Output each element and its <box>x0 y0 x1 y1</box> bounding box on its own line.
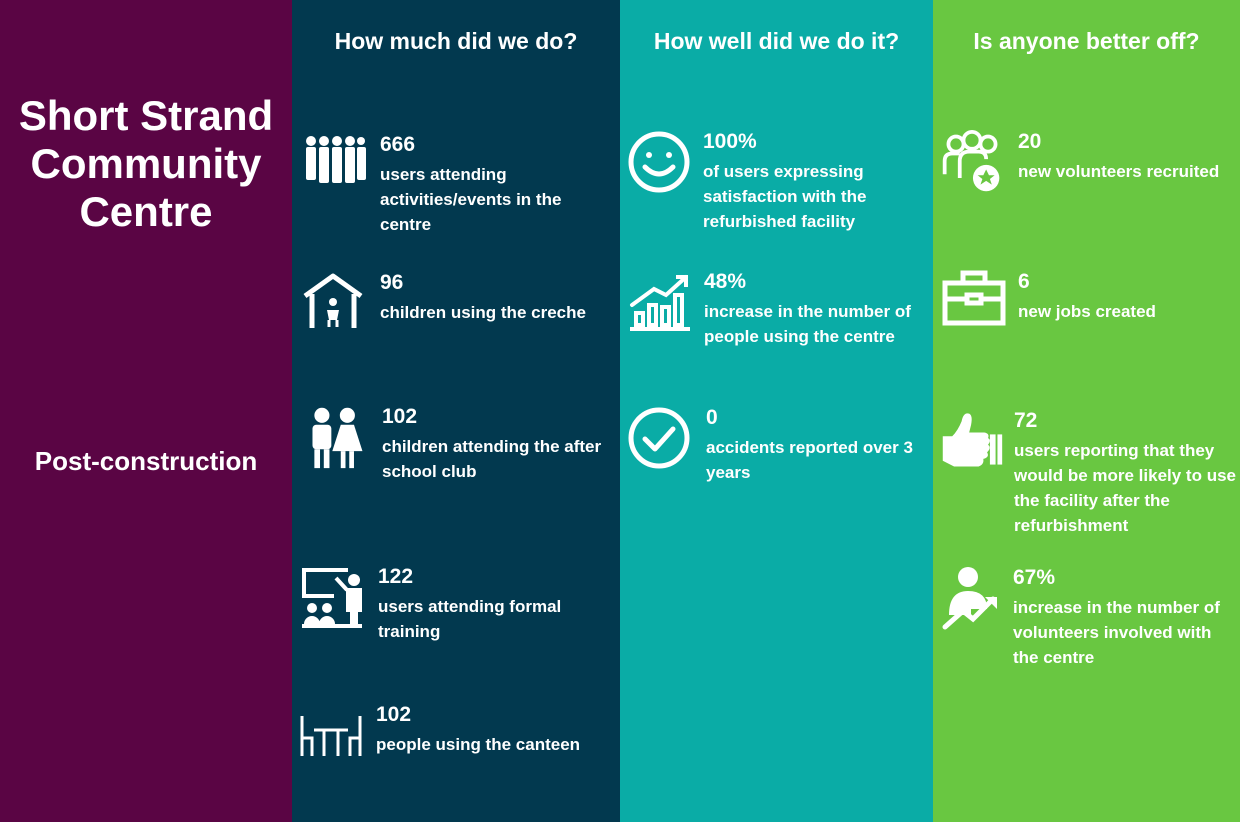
check-circle-icon <box>626 405 692 471</box>
metric-text: 102 people using the canteen <box>376 702 612 757</box>
person-growth-icon <box>941 565 1007 631</box>
column-header: How well did we do it? <box>653 28 900 54</box>
volunteers-star-icon <box>939 129 1005 195</box>
organisation-title: Short Strand Community Centre <box>0 92 292 236</box>
metric-value: 6 <box>1018 270 1030 293</box>
metric-text: 48% increase in the number of people usi… <box>704 269 929 349</box>
metric-text: 666 users attending activities/events in… <box>380 132 616 237</box>
metric-description: new jobs created <box>1018 302 1156 321</box>
children-icon <box>304 404 370 470</box>
metric-text: 20 new volunteers recruited <box>1018 129 1240 184</box>
thumbs-up-icon <box>939 408 1005 474</box>
metric-description: accidents reported over 3 years <box>706 438 913 482</box>
metric-description: new volunteers recruited <box>1018 162 1220 181</box>
metric-value: 122 <box>378 565 414 588</box>
metric-value: 67% <box>1013 566 1056 589</box>
metric-value: 20 <box>1018 130 1042 153</box>
briefcase-icon <box>941 269 1007 335</box>
phase-label: Post-construction <box>34 446 258 476</box>
creche-house-icon <box>302 270 368 336</box>
metric-text: 6 new jobs created <box>1018 269 1240 324</box>
metric-text: 100% of users expressing satisfaction wi… <box>703 129 925 234</box>
metric-value: 100% <box>703 130 757 153</box>
growth-chart-icon <box>628 269 694 335</box>
metric-description: increase in the number of people using t… <box>704 302 911 346</box>
left-panel: Short Strand Community Centre Post-const… <box>0 0 292 822</box>
metric-value: 102 <box>382 405 418 428</box>
metric-text: 67% increase in the number of volunteers… <box>1013 565 1240 670</box>
metric-description: children attending the after school club <box>382 437 602 481</box>
canteen-table-icon <box>298 702 364 768</box>
metric-text: 72 users reporting that they would be mo… <box>1014 408 1240 538</box>
metric-description: children using the creche <box>380 303 586 322</box>
metric-text: 102 children attending the after school … <box>382 404 618 484</box>
metric-text: 122 users attending formal training <box>378 564 614 644</box>
metric-value: 48% <box>704 270 747 293</box>
column-header: Is anyone better off? <box>973 28 1200 54</box>
metric-value: 72 <box>1014 409 1038 432</box>
metric-text: 0 accidents reported over 3 years <box>706 405 928 485</box>
metric-description: users attending formal training <box>378 597 562 641</box>
training-board-icon <box>300 564 366 630</box>
metric-description: users attending activities/events in the… <box>380 165 562 234</box>
title-line-1: Short Strand <box>18 92 274 139</box>
metric-value: 102 <box>376 703 412 726</box>
metric-value: 96 <box>380 271 404 294</box>
impact-column: Is anyone better off? 20 new volunteers … <box>933 0 1240 822</box>
metric-description: users reporting that they would be more … <box>1014 441 1236 535</box>
quantity-column: How much did we do? 666 users attending … <box>292 0 620 822</box>
title-line-3: Centre <box>79 188 213 235</box>
metric-description: of users expressing satisfaction with th… <box>703 162 867 231</box>
crowd-icon <box>302 132 368 198</box>
metric-description: increase in the number of volunteers inv… <box>1013 598 1220 667</box>
metric-value: 0 <box>706 406 718 429</box>
quality-column: How well did we do it? 100% of users exp… <box>620 0 933 822</box>
metric-description: people using the canteen <box>376 735 581 754</box>
smiley-icon <box>626 129 692 195</box>
metric-text: 96 children using the creche <box>380 270 620 325</box>
metric-value: 666 <box>380 133 416 156</box>
title-line-2: Community <box>30 140 262 187</box>
column-header: How much did we do? <box>334 28 578 54</box>
